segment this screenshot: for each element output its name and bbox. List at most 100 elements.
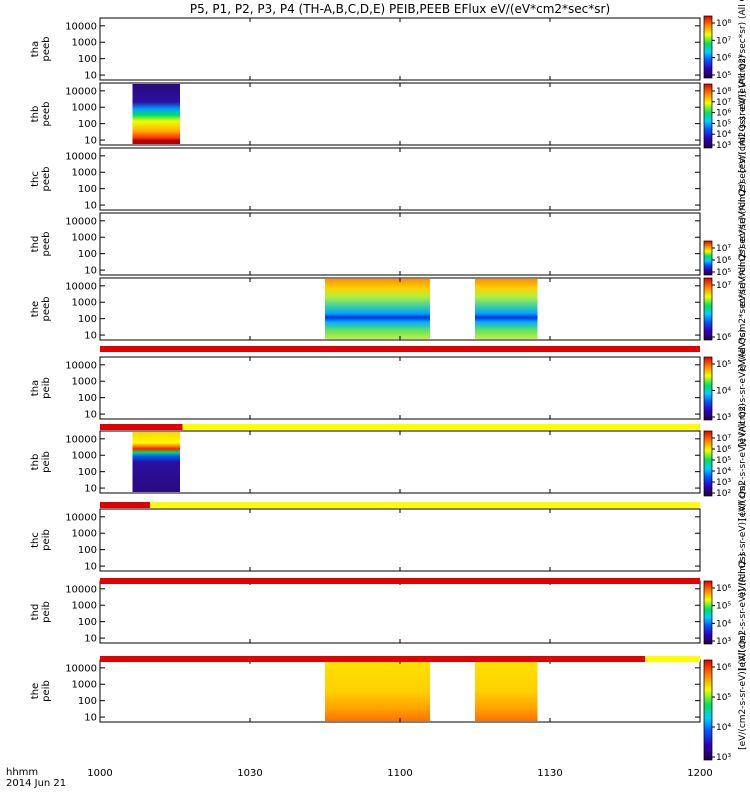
spectrogram-block	[325, 279, 430, 339]
y-tick-label: 10000	[65, 86, 97, 97]
panel-thb-peeb: 10100100010000thbpeeb10⁸10⁷10⁶10⁵10⁴10³[…	[30, 55, 748, 173]
colorbar-label: 10⁴	[716, 130, 731, 140]
colorbar-label: 10⁵	[716, 71, 731, 81]
mode-bars-layer	[100, 346, 700, 662]
colorbar-label: 10⁸	[716, 87, 731, 97]
colorbar-label: 10⁷	[716, 244, 731, 254]
y-tick-label: 1000	[72, 298, 97, 309]
y-tick-label: 10	[84, 484, 97, 495]
mode-bar-segment	[100, 656, 645, 662]
colorbar-label: 10⁷	[716, 98, 731, 108]
y-tick-label: 1000	[72, 601, 97, 612]
colorbar	[703, 240, 713, 276]
colorbar-label: 10⁴	[716, 467, 731, 477]
colorbar-label: 10⁷	[716, 36, 731, 46]
y-tick-label: 10000	[65, 151, 97, 162]
y-tick-label: 10	[84, 331, 97, 342]
panel-y-label: thcpeib	[30, 529, 52, 551]
panel-frame	[99, 212, 701, 276]
y-tick-label: 1000	[72, 103, 97, 114]
colorbar	[703, 277, 713, 341]
mode-bar-segment	[100, 502, 150, 508]
colorbar-label: 10⁶	[716, 54, 731, 64]
colorbar	[703, 356, 713, 421]
colorbar-label: 10⁵	[716, 268, 731, 278]
spectrogram-block	[475, 661, 538, 721]
y-tick-label: 10	[84, 634, 97, 645]
y-tick-label: 10000	[65, 216, 97, 227]
y-tick-label: 10000	[65, 360, 97, 371]
panel-y-label: thdpeib	[30, 601, 52, 623]
panel-frame	[99, 430, 701, 494]
panel-thd-peeb: 10 100 1000 10000 thdpeeb 10⁷ 10⁶ 10⁵ eV/(eV*cm2…	[30, 181, 748, 307]
y-tick-label: 100	[78, 617, 97, 628]
y-tick-label: 10	[84, 136, 97, 147]
colorbar-unit: eV/(eV*cm2*sec*sr) (All Qs)	[738, 181, 748, 307]
colorbar-unit: eV/(eV*cm2*sec*sr) (All Qs)	[738, 0, 748, 112]
x-axis: 1000 1030 1100 1130 1200	[87, 768, 712, 779]
colorbar-unit: [eV/(cm2-s-sr-eV)] (All Qs)	[738, 55, 748, 173]
panel-thc-peib: 10 100 1000 10000 thcpeib eV/(cm2-s-sr-eV)] (…	[30, 483, 748, 597]
colorbar-unit: [eV/(cm2-s-sr-eV)] (All Qs)	[738, 553, 748, 671]
y-tick-label: 100	[78, 467, 97, 478]
y-tick-label: 1000	[72, 680, 97, 691]
colorbar-label: 10⁵	[716, 693, 731, 703]
panel-frame	[99, 356, 701, 420]
x-tick-label: 1030	[237, 768, 262, 779]
colorbar-label: 10⁶	[716, 109, 731, 119]
colorbar-unit: eV/(cm2-s-sr-eV)] (All Qs)	[738, 483, 748, 597]
colorbar-label: 10⁴	[716, 387, 731, 397]
y-tick-label: 1000	[72, 377, 97, 388]
colorbar-label: 10⁶	[716, 445, 731, 455]
y-tick-label: 100	[78, 545, 97, 556]
colorbar-unit: [eV/(cm2-s-sr-eV)] (All Qs)	[738, 632, 748, 750]
colorbar-label: 10⁵	[716, 119, 731, 129]
y-tick-label: 10000	[65, 281, 97, 292]
colorbar-label: 10⁶	[716, 663, 731, 673]
mode-bar-segment	[150, 502, 700, 508]
panel-the-peib: 10 100 1000 10000 thepeib 10⁶ 10⁵ 10⁴ 10³ [eV/(cm…	[30, 632, 748, 763]
colorbar-label: 10⁴	[716, 723, 731, 733]
colorbar	[703, 659, 713, 761]
panel-frame	[99, 580, 701, 644]
y-tick-label: 10	[84, 201, 97, 212]
panel-y-label: thbpeib	[30, 451, 52, 473]
colorbar-label: 10²	[716, 489, 731, 499]
y-tick-label: 10	[84, 71, 97, 82]
colorbar	[703, 430, 713, 497]
y-tick-label: 100	[78, 54, 97, 65]
colorbar-label: 10⁵	[716, 602, 731, 612]
colorbar-label: 10³	[716, 753, 731, 763]
colorbar-label: 10⁵	[716, 360, 731, 370]
colorbar-label: 10⁷	[716, 434, 731, 444]
panel-y-label: thdpeeb	[30, 232, 52, 257]
y-tick-label: 10000	[65, 434, 97, 445]
colorbar-label: 10⁴	[716, 619, 731, 629]
y-tick-label: 1000	[72, 529, 97, 540]
panel-y-label: thcpeeb	[30, 167, 52, 192]
x-tick-label: 1000	[87, 768, 112, 779]
y-tick-label: 10	[84, 410, 97, 421]
colorbar-label: 10⁶	[716, 584, 731, 594]
panel-frame	[99, 17, 701, 81]
panel-y-label: thepeeb	[30, 297, 52, 322]
colorbar	[703, 15, 713, 79]
colorbar-label: 10⁷	[716, 281, 731, 291]
y-tick-label: 100	[78, 314, 97, 325]
colorbar-label: 10⁶	[716, 256, 731, 266]
colorbar-unit: eV/(eV*cm2*sec*sr) (All Qs)	[738, 116, 748, 242]
colorbar	[703, 580, 713, 645]
colorbar-label: 10⁸	[716, 19, 731, 29]
chart-title: P5, P1, P2, P3, P4 (TH-A,B,C,D,E) PEIB,P…	[189, 2, 611, 16]
panel-tha-peib: 10 100 1000 10000 thapeib 10⁵ 10⁴ 10³ [eV/(cm2-s…	[30, 329, 748, 447]
panel-thc-peeb: 10 100 1000 10000 thcpeeb eV/(eV*cm2*sec*sr) …	[30, 116, 748, 242]
colorbar-label: 10⁶	[716, 333, 731, 343]
x-tick-label: 1130	[537, 768, 562, 779]
colorbar-label: 10⁵	[716, 456, 731, 466]
y-tick-label: 10	[84, 562, 97, 573]
date-label: 2014 Jun 21	[6, 778, 67, 789]
y-tick-label: 10000	[65, 663, 97, 674]
